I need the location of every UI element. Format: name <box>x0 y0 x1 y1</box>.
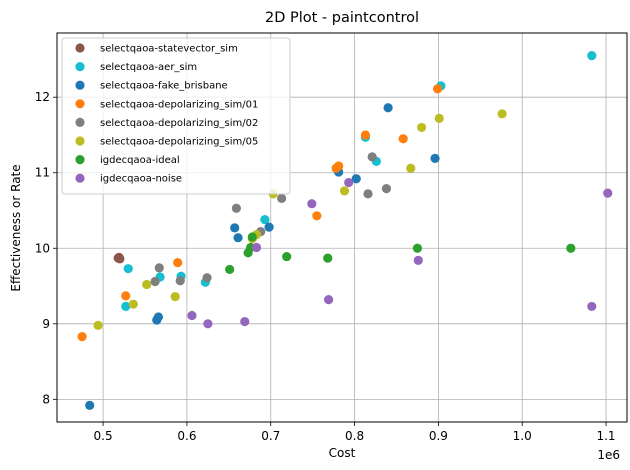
legend-marker <box>75 99 85 109</box>
series-6 <box>225 232 576 275</box>
legend-label: igdecqaoa-ideal <box>100 155 180 166</box>
series-4 <box>150 152 392 287</box>
data-point <box>225 264 235 275</box>
data-point <box>367 152 377 162</box>
y-tick-label: 12 <box>35 90 50 104</box>
data-point <box>323 253 333 263</box>
x-tick-label: 0.6 <box>177 429 196 443</box>
data-point <box>381 184 392 194</box>
data-point <box>187 310 197 321</box>
data-point <box>170 292 180 302</box>
data-point <box>412 243 423 253</box>
legend-label: selectqaoa-depolarizing_sim/01 <box>100 99 258 110</box>
legend: selectqaoa-statevector_sim selectqaoa-aer… <box>61 37 291 195</box>
data-point <box>202 273 212 283</box>
data-point <box>334 161 344 171</box>
data-point <box>123 264 133 274</box>
legend-marker <box>75 80 85 90</box>
legend-label: selectqaoa-depolarizing_sim/05 <box>100 137 258 148</box>
x-tick-label: 0.9 <box>429 429 448 443</box>
legend-box <box>61 37 291 195</box>
data-point <box>121 301 131 312</box>
legend-label: selectqaoa-aer_sim <box>100 62 197 73</box>
data-point <box>363 189 373 199</box>
data-point <box>85 400 95 410</box>
data-point <box>115 254 125 264</box>
data-point <box>251 242 262 253</box>
data-point <box>77 332 87 342</box>
y-tick-label: 10 <box>35 241 50 255</box>
data-point <box>312 211 322 221</box>
data-point <box>203 319 213 329</box>
chart-title: 2D Plot - paintcontrol <box>265 10 419 26</box>
y-tick-label: 9 <box>42 317 50 331</box>
data-point <box>142 279 152 290</box>
data-point <box>175 276 185 286</box>
data-point <box>282 251 292 262</box>
data-point <box>398 134 408 144</box>
legend-marker <box>75 173 85 183</box>
data-point <box>277 193 287 204</box>
data-point <box>230 223 240 233</box>
data-point <box>351 174 361 184</box>
data-points <box>77 51 613 410</box>
data-point <box>260 214 270 225</box>
y-axis-ticks: 8 9 10 11 12 <box>35 90 57 406</box>
data-point <box>360 130 371 140</box>
data-point <box>603 188 613 198</box>
plot-frame <box>56 32 628 423</box>
data-point <box>173 258 183 268</box>
data-point <box>417 122 427 133</box>
data-point <box>150 276 160 287</box>
legend-label: selectqaoa-depolarizing_sim/02 <box>100 118 258 129</box>
data-point <box>93 320 103 330</box>
x-tick-label: 0.5 <box>94 429 113 443</box>
data-point <box>430 153 440 163</box>
data-point <box>339 186 350 196</box>
x-tick-label: 0.8 <box>345 429 364 443</box>
x-axis-ticks: 0.5 0.6 0.7 0.8 0.9 1.0 1.1 <box>94 422 616 443</box>
data-point <box>247 232 257 242</box>
data-point <box>406 163 416 173</box>
x-tick-label: 0.7 <box>261 429 280 443</box>
series-0 <box>113 252 125 264</box>
data-point <box>413 255 423 265</box>
legend-label: igdecqaoa-noise <box>100 174 182 185</box>
data-point <box>128 299 138 309</box>
data-point <box>307 199 317 209</box>
data-point <box>264 222 274 232</box>
data-point <box>153 312 164 322</box>
series-7 <box>187 177 613 329</box>
x-tick-label: 1.0 <box>513 429 532 443</box>
data-point <box>566 243 576 253</box>
data-point <box>231 203 241 213</box>
data-point <box>497 109 507 119</box>
data-point <box>121 291 131 301</box>
legend-marker <box>75 117 85 127</box>
data-point <box>154 263 164 273</box>
legend-marker <box>75 136 85 146</box>
legend-marker <box>75 62 85 72</box>
data-point <box>323 295 334 305</box>
data-point <box>233 233 243 243</box>
x-axis-multiplier: 1e6 <box>597 448 620 462</box>
x-axis-label: Cost <box>329 446 356 460</box>
data-point <box>432 84 443 94</box>
legend-marker <box>75 155 85 165</box>
y-tick-label: 8 <box>42 392 50 406</box>
data-point <box>587 51 597 61</box>
data-point <box>587 301 597 312</box>
data-point <box>344 177 354 188</box>
series-3 <box>77 84 443 342</box>
legend-label: selectqaoa-statevector_sim <box>100 44 238 55</box>
legend-label: selectqaoa-fake_brisbane <box>100 81 228 92</box>
y-tick-label: 11 <box>35 166 50 180</box>
legend-marker <box>75 43 85 53</box>
data-point <box>383 103 393 113</box>
data-point <box>434 113 444 123</box>
data-point <box>240 316 250 327</box>
x-tick-label: 1.1 <box>596 429 615 443</box>
y-axis-label: Effectiveness or Rate <box>9 164 23 291</box>
